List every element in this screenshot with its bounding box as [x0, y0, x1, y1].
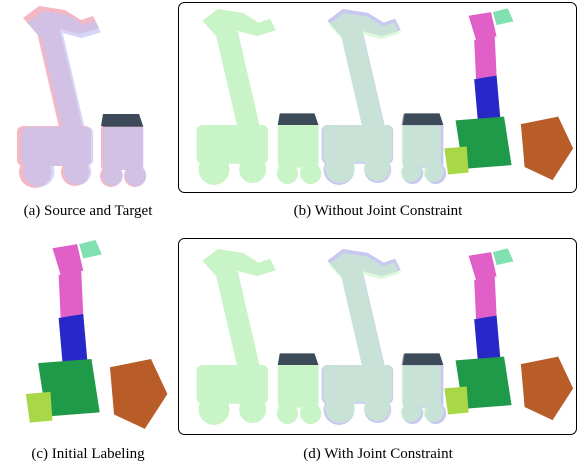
caption: (c) Initial Labeling [31, 446, 145, 462]
deformed-shape [197, 9, 322, 185]
caption: (b) Without Joint Constraint [294, 203, 464, 219]
segmentation [444, 248, 573, 420]
deformed-shape [197, 249, 322, 425]
page: {"figure": {"panels": [ {"caption": "(a)… [0, 0, 579, 468]
overlay-shape [323, 253, 443, 423]
segmentation [26, 240, 168, 429]
segmentation [444, 8, 573, 180]
figure: (a) Source and Target (b) Without Joint … [0, 0, 579, 468]
overlay-shape [323, 13, 443, 183]
caption: (d) With Joint Constraint [303, 446, 453, 462]
caption: (a) Source and Target [24, 203, 154, 219]
